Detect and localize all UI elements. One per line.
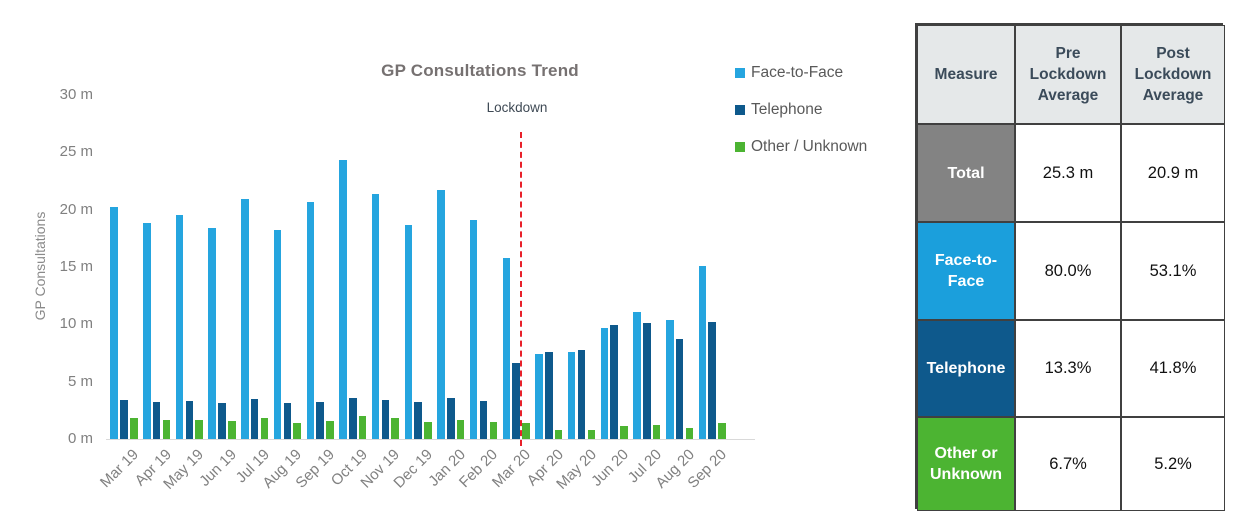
other-unknown-bar [162, 419, 171, 439]
other-unknown-bar [522, 422, 530, 439]
face-to-face-bar [371, 193, 380, 439]
other-unknown-bar [358, 416, 367, 439]
telephone-bar [479, 401, 488, 439]
face-to-face-bar [241, 199, 249, 439]
other-unknown-swatch-icon [735, 142, 745, 152]
face-to-face-bar [437, 190, 445, 439]
table-cell-other-unknown-post: 5.2% [1121, 417, 1225, 511]
telephone-bar [218, 403, 226, 439]
face-to-face-bar [339, 160, 347, 439]
telephone-bar [120, 400, 128, 439]
y-tick-label: 30 m [59, 86, 93, 103]
chart-legend: Face-to-Face Telephone Other / Unknown [735, 64, 867, 156]
y-tick-label: 0 m [67, 430, 93, 447]
other-unknown-bar [685, 427, 694, 439]
other-unknown-bar [489, 421, 498, 439]
other-unknown-bar [130, 418, 138, 439]
face-to-face-bar [175, 215, 184, 439]
table-cell-face-to-face-pre: 80.0% [1015, 222, 1121, 320]
telephone-bar [610, 325, 618, 439]
face-to-face-swatch-icon [735, 68, 745, 78]
telephone-bar [577, 349, 586, 439]
table-row-label-total: Total [917, 124, 1015, 222]
y-tick-label: 20 m [59, 200, 93, 218]
face-to-face-bar [110, 207, 118, 439]
telephone-bar [512, 363, 520, 439]
telephone-bar [316, 402, 324, 439]
face-to-face-bar [698, 265, 707, 439]
face-to-face-bar [404, 224, 413, 439]
other-unknown-bar [456, 419, 465, 439]
other-unknown-bar [228, 420, 236, 439]
table-cell-face-to-face-post: 53.1% [1121, 222, 1225, 320]
other-unknown-bar [652, 425, 661, 439]
face-to-face-bar [600, 327, 609, 439]
table-header-measure: Measure [917, 25, 1015, 124]
other-unknown-bar [424, 421, 432, 439]
lockdown-summary-table: Measure Pre Lockdown Average Post Lockdo… [915, 23, 1225, 511]
x-axis-label: Jun 19 [196, 446, 241, 490]
face-to-face-bar [633, 311, 641, 439]
telephone-bar [283, 403, 292, 439]
table-cell-total-pre: 25.3 m [1015, 124, 1121, 222]
y-tick-label: 15 m [59, 258, 93, 275]
other-unknown-bar [195, 419, 203, 439]
telephone-bar [708, 322, 716, 439]
legend-label: Other / Unknown [751, 138, 868, 155]
lockdown-annotation-label: Lockdown [486, 100, 548, 115]
table-cell-telephone-post: 41.8% [1121, 320, 1225, 417]
table-header-post-lockdown: Post Lockdown Average [1121, 25, 1225, 124]
face-to-face-bar [208, 228, 216, 439]
table-cell-total-post: 20.9 m [1121, 124, 1225, 222]
legend-item-telephone: Telephone [735, 101, 867, 119]
other-unknown-bar [554, 429, 563, 439]
telephone-bar [447, 397, 455, 439]
x-axis-line [106, 439, 755, 440]
face-to-face-bar [535, 354, 543, 439]
other-unknown-bar [293, 422, 301, 439]
other-unknown-bar [391, 418, 399, 439]
table-row-label-face-to-face: Face-to-Face [917, 222, 1015, 320]
telephone-bar [349, 397, 357, 439]
telephone-bar [185, 401, 194, 439]
table-row-label-other-unknown: Other or Unknown [917, 417, 1015, 511]
y-tick-label: 10 m [59, 315, 93, 333]
telephone-bar [381, 400, 390, 439]
other-unknown-bar [260, 418, 269, 439]
face-to-face-bar [143, 223, 151, 439]
table-cell-other-unknown-pre: 6.7% [1015, 417, 1121, 511]
table-cell-telephone-pre: 13.3% [1015, 320, 1121, 417]
lockdown-line [520, 132, 522, 446]
telephone-bar [643, 323, 651, 439]
y-tick-label: 5 m [67, 372, 93, 390]
face-to-face-bar [567, 351, 576, 439]
face-to-face-bar [666, 319, 674, 439]
telephone-bar [675, 339, 684, 439]
x-axis-label: Mar 19 [96, 446, 143, 492]
legend-label: Face-to-Face [751, 64, 844, 81]
legend-label: Telephone [751, 101, 823, 118]
y-tick-label: 25 m [59, 143, 93, 161]
telephone-bar [414, 402, 422, 439]
face-to-face-bar [273, 230, 282, 439]
face-to-face-bar [469, 219, 478, 439]
face-to-face-bar [306, 201, 315, 439]
telephone-bar [152, 402, 161, 439]
chart-title: GP Consultations Trend [381, 61, 579, 80]
other-unknown-bar [620, 426, 628, 439]
other-unknown-bar [326, 420, 334, 439]
telephone-bar [250, 398, 259, 439]
face-to-face-bar [502, 257, 511, 439]
telephone-swatch-icon [735, 105, 745, 115]
table-row-label-telephone: Telephone [917, 320, 1015, 417]
legend-item-face-to-face: Face-to-Face [735, 64, 867, 82]
other-unknown-bar [587, 429, 596, 439]
legend-item-other-unknown: Other / Unknown [735, 138, 867, 156]
other-unknown-bar [718, 422, 726, 439]
table-header-pre-lockdown: Pre Lockdown Average [1015, 25, 1121, 124]
telephone-bar [545, 351, 553, 439]
